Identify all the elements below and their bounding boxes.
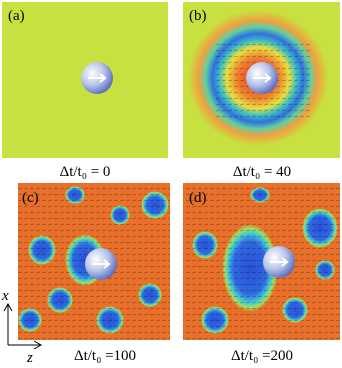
panel-c: (c)	[18, 183, 170, 340]
caption: Δt/t₀ = 0	[60, 164, 111, 180]
caption: Δt/t₀ =200	[231, 348, 293, 364]
panel-label: (d)	[189, 190, 207, 206]
panel-a: (a)	[2, 2, 168, 158]
panel-b: (b)	[183, 2, 340, 158]
panel-label: (c)	[22, 190, 39, 206]
caption: Δt/t₀ =100	[74, 348, 136, 364]
panel-label: (a)	[8, 8, 25, 24]
panel-d: (d)	[183, 183, 340, 340]
panel-label: (b)	[189, 8, 207, 24]
axes-indicator: x z	[1, 288, 43, 366]
axis-label: x	[1, 288, 9, 304]
caption: Δt/t₀ = 40	[233, 164, 291, 180]
axis-label: z	[26, 350, 33, 366]
